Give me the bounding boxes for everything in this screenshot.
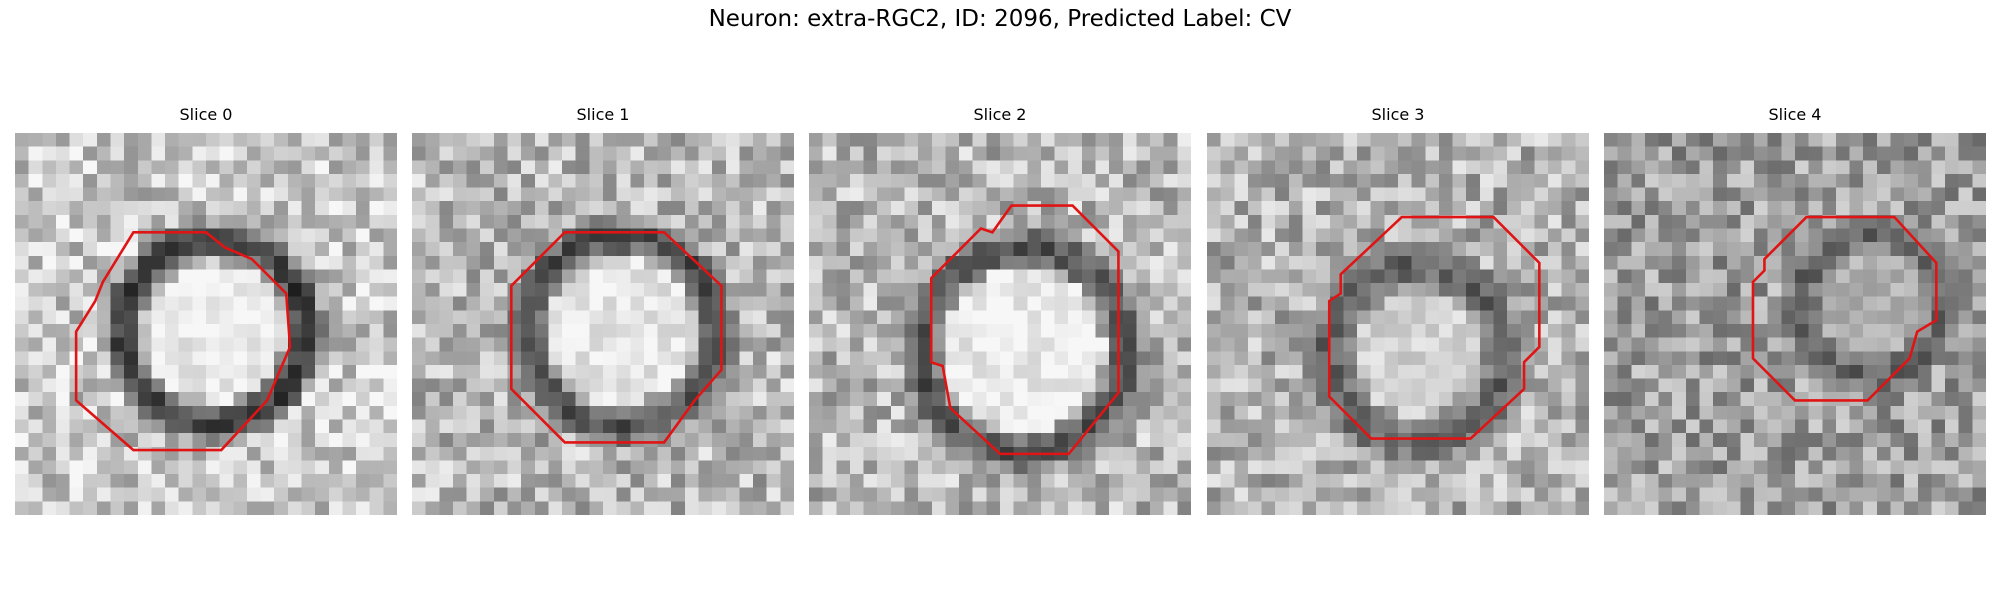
micrograph-slice-2 [809,133,1191,515]
micrograph-slice-0 [15,133,397,515]
slice-image-1 [412,133,794,515]
slice-title-2: Slice 2 [973,105,1027,124]
micrograph-slice-1 [412,133,794,515]
slice-title-0: Slice 0 [179,105,233,124]
micrograph-slice-3 [1207,133,1589,515]
slice-title-1: Slice 1 [576,105,630,124]
slice-image-3 [1207,133,1589,515]
slice-title-3: Slice 3 [1371,105,1425,124]
slice-image-2 [809,133,1191,515]
figure-title: Neuron: extra-RGC2, ID: 2096, Predicted … [708,6,1292,32]
segmentation-contour-0 [74,231,292,452]
slice-image-4 [1604,133,1986,515]
segmentation-contour-4 [1751,215,1938,402]
slice-image-0 [15,133,397,515]
segmentation-contour-2 [929,204,1120,456]
slice-title-4: Slice 4 [1768,105,1822,124]
micrograph-slice-4 [1604,133,1986,515]
segmentation-contour-3 [1327,215,1541,440]
segmentation-contour-1 [510,231,723,444]
